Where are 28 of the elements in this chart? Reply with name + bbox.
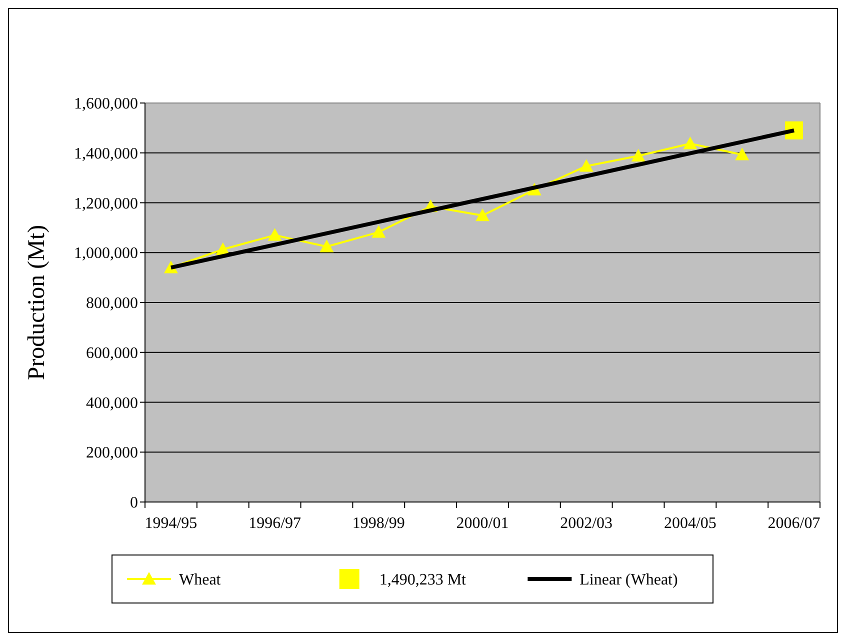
point [631, 148, 646, 162]
x-tick-label: 2002/03 [560, 515, 613, 532]
x-tick-label: 1998/99 [352, 515, 405, 532]
point [735, 148, 750, 160]
y-tick-label: 600,000 [86, 344, 138, 362]
y-tick-label: 1,600,000 [74, 96, 138, 113]
point [320, 240, 334, 252]
x-tick-label: 2004/05 [664, 515, 716, 532]
x-tick-label: 2000/01 [456, 515, 509, 532]
y-axis-title: Production (Mt) [24, 224, 50, 380]
y-tick-label: 1,400,000 [74, 145, 138, 162]
point [372, 225, 386, 238]
point [476, 208, 490, 222]
x-tick-label: 1996/97 [248, 515, 302, 532]
legend-label: Wheat [179, 572, 222, 589]
point [579, 159, 594, 172]
y-tick-label: 0 [130, 494, 138, 512]
y-tick-label: 200,000 [86, 444, 138, 462]
legend-label: 1,490,233 Mt [379, 572, 467, 589]
point [268, 228, 282, 241]
y-tick-label: 400,000 [86, 394, 138, 412]
legend-label: Linear (Wheat) [580, 572, 678, 589]
y-tick-label: 1,000,000 [74, 245, 138, 262]
y-tick-label: 800,000 [86, 295, 138, 312]
x-tick-label: 2006/07 [768, 515, 820, 532]
point [683, 136, 698, 150]
x-tick-label: 1994/95 [144, 515, 198, 532]
y-tick-label: 1,200,000 [74, 195, 138, 212]
